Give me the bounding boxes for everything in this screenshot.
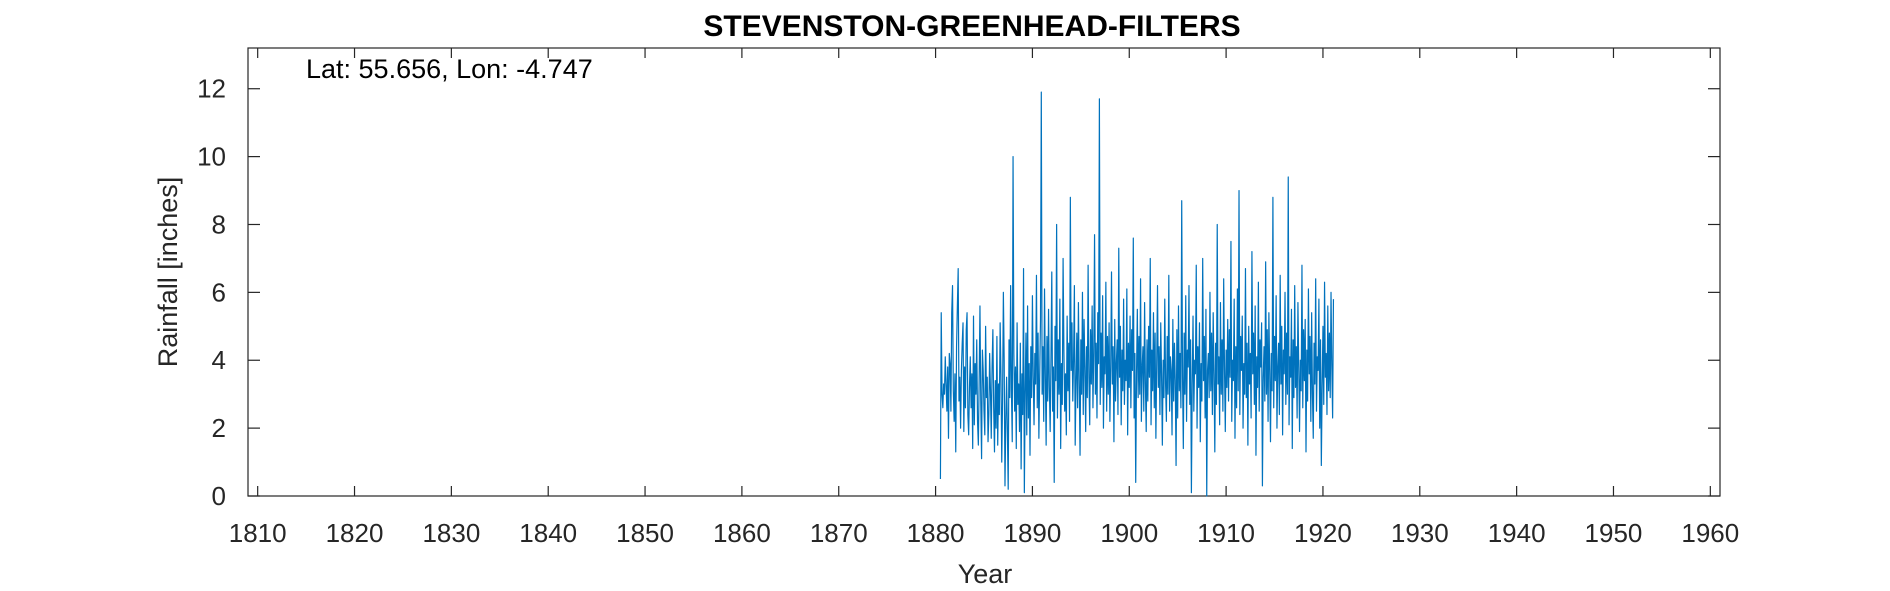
x-tick-label: 1940 <box>1488 518 1546 548</box>
x-tick-label: 1870 <box>810 518 868 548</box>
x-tick-label: 1900 <box>1100 518 1158 548</box>
x-tick-label: 1930 <box>1391 518 1449 548</box>
chart-title: STEVENSTON-GREENHEAD-FILTERS <box>703 10 1240 43</box>
y-tick-label: 12 <box>197 74 226 104</box>
y-tick-label: 4 <box>212 345 226 375</box>
y-tick-label: 0 <box>212 481 226 511</box>
x-tick-label: 1960 <box>1681 518 1739 548</box>
y-axis-label: Rainfall [inches] <box>153 177 183 368</box>
x-tick-label: 1950 <box>1585 518 1643 548</box>
x-tick-label: 1890 <box>1003 518 1061 548</box>
x-tick-label: 1840 <box>519 518 577 548</box>
x-tick-label: 1820 <box>326 518 384 548</box>
x-tick-label: 1810 <box>229 518 287 548</box>
plot-area-border <box>247 47 1721 497</box>
plot-frame <box>247 47 1721 497</box>
x-tick-label: 1860 <box>713 518 771 548</box>
x-axis-label: Year <box>958 559 1013 589</box>
y-tick-label: 2 <box>212 413 226 443</box>
y-tick-label: 8 <box>212 209 226 239</box>
x-tick-label: 1910 <box>1197 518 1255 548</box>
x-tick-label: 1850 <box>616 518 674 548</box>
x-tick-label: 1920 <box>1294 518 1352 548</box>
x-axis-ticks: 1810 1820 1830 1840 1850 1860 1870 1880 1890 1900… <box>229 48 1739 548</box>
rainfall-series-line <box>939 91 1335 497</box>
x-tick-label: 1880 <box>907 518 965 548</box>
x-tick-label: 1830 <box>422 518 480 548</box>
y-tick-label: 10 <box>197 142 226 172</box>
y-tick-label: 6 <box>212 277 226 307</box>
y-axis-ticks: 0 2 4 6 8 10 12 <box>197 74 1720 511</box>
location-annotation: Lat: 55.656, Lon: -4.747 <box>306 54 593 84</box>
